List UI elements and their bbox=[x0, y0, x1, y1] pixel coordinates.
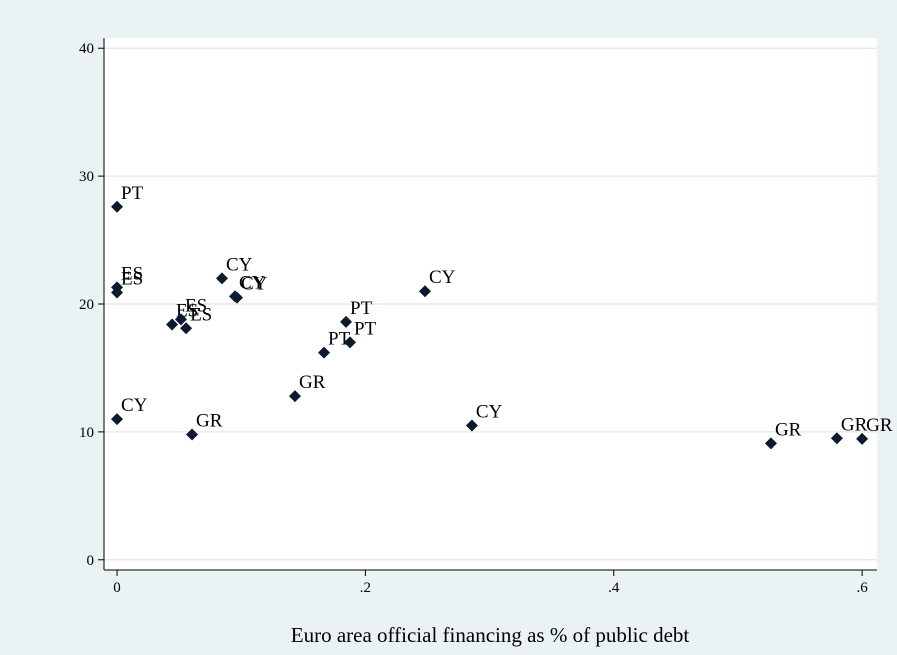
point-label: ES bbox=[121, 268, 143, 289]
point bbox=[288, 390, 301, 403]
point-label: PT bbox=[354, 318, 377, 339]
point-label: CY bbox=[239, 272, 266, 293]
x-tick-label: 0 bbox=[113, 580, 121, 596]
y-tick-label: 20 bbox=[79, 297, 94, 313]
point bbox=[111, 286, 124, 299]
x-tick-label: .2 bbox=[360, 580, 371, 596]
x-axis-label: Euro area official financing as % of pub… bbox=[291, 623, 690, 647]
y-tick-label: 0 bbox=[87, 553, 95, 569]
point-label: CY bbox=[476, 401, 503, 422]
point-label: GR bbox=[775, 419, 802, 440]
point bbox=[343, 336, 356, 349]
x-tick-label: .6 bbox=[856, 580, 868, 596]
point bbox=[856, 432, 869, 445]
point-label: CY bbox=[429, 267, 456, 288]
point bbox=[230, 291, 243, 304]
point-label: PT bbox=[121, 183, 144, 204]
point bbox=[318, 346, 331, 359]
y-tick-label: 10 bbox=[79, 425, 94, 441]
point bbox=[340, 315, 353, 328]
point bbox=[830, 432, 843, 445]
point bbox=[111, 413, 124, 426]
point bbox=[180, 322, 193, 335]
point bbox=[764, 437, 777, 450]
point bbox=[215, 272, 228, 285]
point-label: GR bbox=[841, 414, 868, 435]
point bbox=[186, 428, 199, 441]
point bbox=[166, 318, 179, 331]
y-tick-label: 30 bbox=[79, 169, 94, 185]
point bbox=[111, 200, 124, 213]
point-label: CY bbox=[226, 254, 253, 275]
point bbox=[174, 313, 187, 326]
y-tick-label: 40 bbox=[79, 41, 94, 57]
point-label: GR bbox=[196, 410, 223, 431]
point-label: PT bbox=[350, 298, 373, 319]
point bbox=[465, 419, 478, 432]
point-label: PT bbox=[328, 329, 351, 350]
x-tick-label: .4 bbox=[608, 580, 620, 596]
point-label: CY bbox=[121, 395, 148, 416]
point-label: CY bbox=[241, 274, 268, 295]
point-label: GR bbox=[866, 415, 893, 436]
point bbox=[418, 285, 431, 298]
point-label: ES bbox=[185, 295, 207, 316]
point-label: GR bbox=[299, 372, 326, 393]
point-label: ES bbox=[121, 263, 143, 284]
point-label: ES bbox=[190, 304, 212, 325]
